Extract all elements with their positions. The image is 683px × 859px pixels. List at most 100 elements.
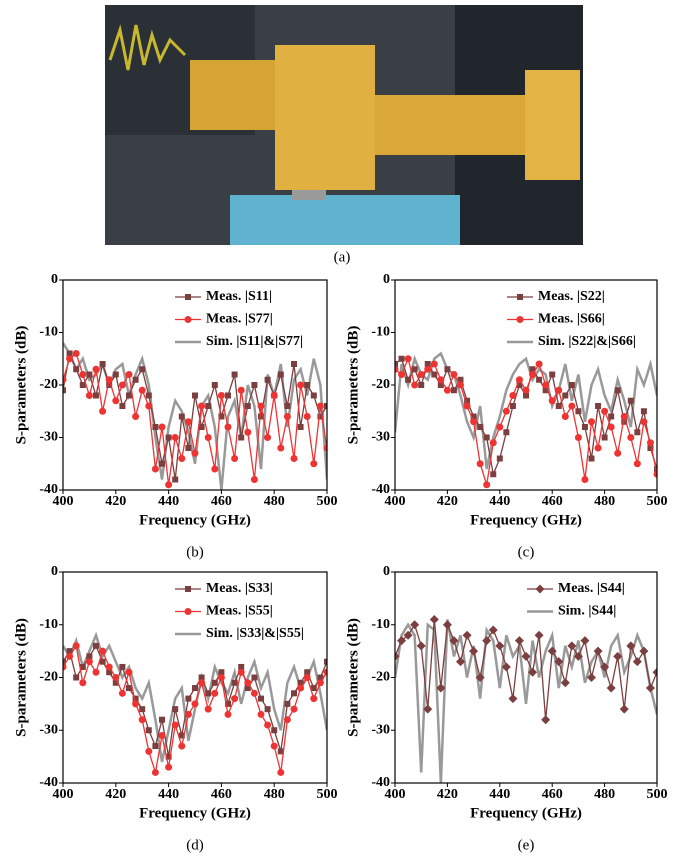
photo-caption: (a) [334,249,351,265]
marker [601,407,609,415]
marker [626,641,636,651]
marker [218,669,225,676]
marker [277,748,284,755]
marker [496,423,504,431]
marker [73,366,80,373]
marker [483,434,490,441]
marker [66,350,73,357]
marker [218,413,225,420]
marker [158,732,166,740]
y-tick-label: 0 [51,272,58,287]
marker [284,403,291,409]
marker [423,704,433,714]
marker [198,674,205,681]
marker [588,418,595,426]
marker [297,679,304,686]
legend-label: Sim. |S33|&|S55| [206,626,304,641]
marker [291,690,297,697]
marker [250,476,258,483]
x-tick-label: 500 [647,787,668,802]
marker [118,381,126,389]
marker [93,642,99,649]
marker [633,460,641,468]
marker [528,667,538,677]
marker [410,620,420,630]
legend-label: Sim. |S11|&|S77| [206,334,303,349]
marker [244,428,252,436]
marker [652,667,657,677]
marker [536,376,543,383]
marker [132,695,139,702]
marker [470,413,477,420]
marker [316,679,324,687]
marker [185,695,192,702]
marker [416,641,426,651]
marker [257,710,265,718]
marker [283,413,291,420]
marker [159,460,165,467]
marker [457,381,464,389]
marker [277,371,284,378]
marker [93,392,99,399]
marker [85,392,93,399]
marker [568,382,575,388]
x-tick-label: 420 [105,787,126,802]
marker [437,376,445,384]
marker [224,423,232,431]
x-tick-label: 440 [158,787,179,802]
marker [444,366,451,373]
marker [619,704,629,714]
legend-entry: Meas. |S33| [175,581,273,596]
marker [159,716,165,723]
marker [145,402,153,410]
marker [63,663,67,671]
marker [627,397,634,404]
marker [587,673,596,682]
marker [627,434,635,441]
marker [547,646,557,656]
marker [205,690,212,697]
marker [106,669,113,676]
marker [534,630,544,640]
marker [264,706,271,713]
y-tick-label: 0 [383,564,390,579]
marker [574,434,582,441]
marker [106,382,113,388]
marker [184,316,192,323]
marker [185,586,191,592]
marker [244,679,252,687]
marker [397,636,407,646]
marker [398,355,405,362]
legend-label: Meas. |S11| [206,289,272,304]
legend-label: Meas. |S66| [538,312,605,327]
marker [283,716,291,724]
marker [112,674,120,681]
marker [172,476,179,483]
marker [430,360,438,368]
legend-entry: Sim. |S33|&|S55| [175,626,304,641]
marker [224,710,232,718]
marker [482,636,492,646]
marker [118,689,126,697]
marker [132,413,140,420]
marker [165,481,173,489]
x-tick-label: 480 [264,494,285,509]
x-axis-label: Frequency (GHz) [139,805,251,821]
marker [395,651,400,661]
marker [251,674,258,681]
marker [192,392,198,399]
plot-frame [394,571,658,784]
marker [502,407,510,415]
marker [191,700,199,708]
marker [395,361,398,367]
series-line [395,619,657,783]
marker [424,365,432,373]
marker [105,663,113,671]
marker [621,418,628,425]
y-tick-label: -30 [371,430,390,445]
marker [483,481,491,489]
marker [297,381,305,389]
marker [172,706,179,713]
marker [437,382,444,388]
marker [405,376,412,383]
